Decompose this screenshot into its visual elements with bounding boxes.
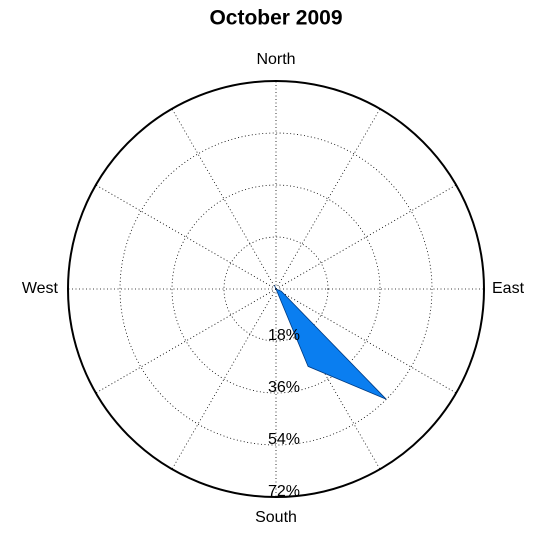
direction-label: East (492, 280, 525, 297)
wind-area (273, 284, 387, 400)
r-tick-label: 54% (268, 431, 300, 448)
direction-label: North (256, 51, 295, 68)
ring-grid-line (223, 236, 329, 342)
r-tick-label: 72% (268, 483, 300, 500)
direction-label: West (22, 280, 59, 297)
ring-grid-line (171, 184, 381, 394)
ring-grid-line (119, 132, 433, 446)
spoke-grid-line (95, 184, 277, 290)
direction-label: South (255, 509, 297, 526)
spoke-grid-line (275, 108, 381, 290)
spoke-grid-line (171, 108, 277, 290)
spoke-grid-line (95, 288, 277, 394)
spoke-grid-line (275, 184, 457, 290)
outer-ring (67, 80, 485, 498)
r-tick-label: 36% (268, 379, 300, 396)
r-tick-label: 18% (268, 327, 300, 344)
chart-title: October 2009 (209, 7, 342, 30)
